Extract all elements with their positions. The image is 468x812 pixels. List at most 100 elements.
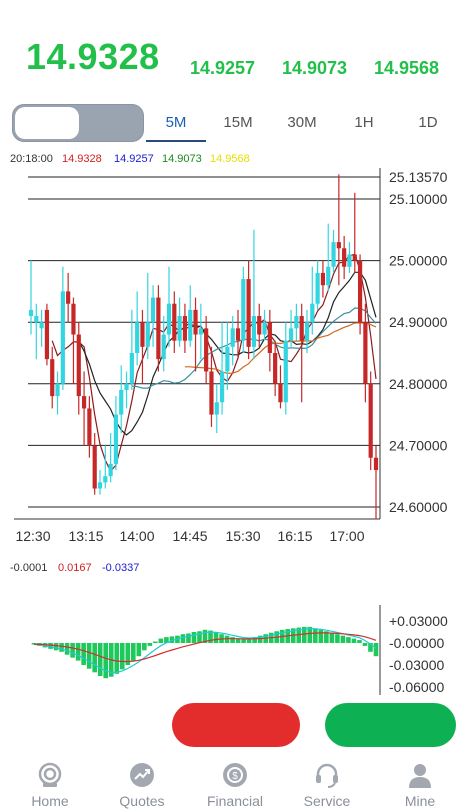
macd-bar [153,641,158,643]
macd-bar [224,635,230,643]
nav-home[interactable]: Home [10,760,90,812]
candle [283,322,288,415]
chart-mode-toggle[interactable] [12,104,144,142]
price-value-3: 14.9568 [374,58,440,78]
candle [50,346,55,409]
nav-mine-label: Mine [404,793,436,809]
price-tick-label: 25.10000 [389,191,448,207]
macd-bar [180,634,186,643]
candle [172,291,177,353]
ma30-line [184,322,377,374]
macd-bar [235,638,241,643]
candle [241,266,246,353]
macd-bar [147,643,153,646]
nav-service[interactable]: Service [287,760,367,812]
candle [156,285,161,372]
price-tick-label: 25.13570 [389,169,448,185]
tab-1h[interactable]: 1H [354,114,374,131]
candle [225,322,230,390]
toggle-knob [15,107,79,139]
macd-bar [53,643,59,651]
macd-bar [75,643,81,661]
macd-bar [301,626,307,643]
price-value-2: 14.9073 [282,58,348,78]
time-tick-label: 12:30 [15,528,50,544]
tab-30m[interactable]: 30M [287,114,317,131]
macd-bar [252,637,257,643]
candle [315,260,320,310]
candle [60,266,65,390]
macd-bar [335,634,340,643]
candle [34,303,39,360]
candle [177,297,182,347]
candle [209,346,214,427]
chart-info-value-2: 14.9257 [114,153,154,165]
price-tick-label: 24.90000 [389,314,448,330]
macd-bar [164,637,169,643]
trade-actions [0,700,468,750]
macd-bar [158,638,164,643]
tab-15m[interactable]: 15M [223,114,253,131]
price-value-1: 14.9257 [190,58,256,78]
macd-bar [191,632,197,643]
macd-bar [340,635,346,643]
macd-bar [257,635,263,643]
macd-bar [368,643,373,652]
macd-bar [97,643,103,676]
candle [310,266,315,335]
macd-bar [142,643,147,651]
candle [87,396,92,458]
nav-mine[interactable]: Mine [380,760,460,812]
nav-quotes[interactable]: Quotes [102,760,182,812]
mine-icon [409,764,431,788]
candle [368,371,373,471]
candle [326,223,331,292]
tab-5m[interactable]: 5M [146,104,206,142]
candle [320,260,326,298]
candle [278,365,283,409]
candle [288,309,294,347]
candle [219,322,225,415]
financial-icon: $ [223,763,247,787]
home-icon [38,762,62,787]
candle [357,254,363,335]
sell-button[interactable] [172,703,300,747]
candle [119,365,124,434]
candle [44,303,50,366]
candle [161,316,166,372]
candle [262,309,267,341]
candle [198,303,203,360]
price-tick-label: 25.00000 [389,253,448,269]
macd-bar [59,643,64,652]
price-header: 14.9328 14.9257 14.9073 14.9568 [0,0,468,100]
buy-button[interactable] [325,703,456,747]
candle [347,242,352,273]
bottom-nav: Home Quotes $ Financial Service Mine [0,760,468,812]
macd-tick-label: -0.03000 [389,657,444,673]
macd-bar [86,643,92,669]
candle [294,303,299,341]
macd-label-1: -0.0001 [10,562,47,574]
tab-1d[interactable]: 1D [418,114,438,131]
macd-bar [296,627,302,643]
macd-bar [119,643,125,670]
macd-bar [92,643,97,673]
candle [92,433,97,495]
nav-financial-label: Financial [206,793,264,809]
candle [304,309,310,353]
macd-bar [230,637,235,643]
candle [188,285,193,347]
macd-bar [186,633,191,643]
macd-bar [324,631,329,643]
time-tick-label: 16:15 [277,528,312,544]
timeframe-tabs: 5M 15M 30M 1H 1D [146,104,468,144]
candlestick-chart[interactable]: 20:18:00 14.9328 14.9257 14.9073 14.9568… [0,148,468,548]
macd-bar [70,643,75,658]
macd-bar [246,638,252,643]
macd-bar [169,636,175,643]
candle [251,229,257,360]
nav-financial[interactable]: $ Financial [195,760,275,812]
time-tick-label: 14:45 [172,528,207,544]
macd-bar [357,640,362,643]
macd-bar [48,643,53,649]
